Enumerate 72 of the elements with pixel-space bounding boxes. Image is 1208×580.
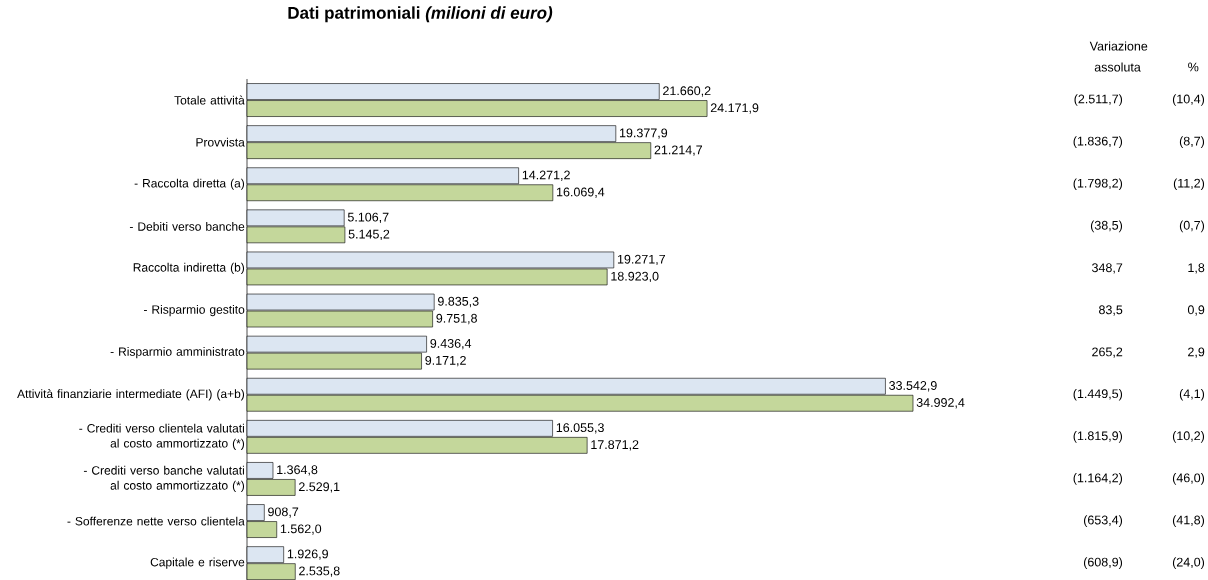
data-label: 17.871,2: [591, 440, 639, 451]
chart-title: Dati patrimoniali (milioni di euro): [288, 6, 553, 23]
text: (24,0): [1172, 557, 1205, 569]
text: (1.836,7): [1073, 136, 1123, 148]
text: (10,2): [1172, 431, 1205, 443]
text: (1.164,2): [1073, 473, 1123, 485]
y-tick-label: Attività finanziarie intermediate (AFI) (a+b): [17, 389, 245, 401]
text: (11,2): [1173, 178, 1205, 191]
data-label: 16.055,3: [556, 423, 604, 434]
data-label: 33.542,9: [889, 381, 937, 392]
y-tick-label: - Sofferenze nette verso clientela: [67, 516, 245, 526]
y-tick-label: Totale attività: [174, 95, 245, 105]
text: (1.798,2): [1073, 178, 1123, 191]
y-tick-label: Capitale e riserve: [150, 557, 245, 569]
text: 348,7: [1092, 263, 1123, 274]
bar: [246, 479, 296, 496]
text: (653,4): [1083, 515, 1123, 527]
data-label: 9.436,4: [430, 338, 472, 350]
text: %: [1188, 62, 1199, 72]
data-label: 9.751,8: [436, 313, 477, 325]
text: 2,9: [1188, 347, 1205, 358]
text: assoluta: [1094, 62, 1141, 72]
bar: [246, 437, 588, 454]
text: (10,4): [1172, 94, 1205, 106]
data-label: 21.660,2: [663, 86, 711, 97]
text: (8,7): [1179, 136, 1205, 148]
data-label: 18.923,0: [611, 271, 659, 283]
text: 0,9: [1187, 305, 1205, 316]
y-tick-label: - Raccolta diretta (a): [134, 178, 245, 190]
data-label: 14.271,2: [522, 170, 570, 181]
data-label: 1.364,8: [277, 465, 318, 476]
text: (38,5): [1090, 220, 1123, 233]
text: 83,5: [1099, 305, 1123, 316]
data-label: 1.926,9: [287, 549, 328, 560]
bar: [246, 100, 708, 117]
bar: [246, 226, 346, 244]
data-label: 5.106,7: [347, 212, 389, 223]
data-label: 19.271,7: [617, 254, 666, 266]
bar: [246, 563, 296, 580]
text: (46,0): [1172, 473, 1205, 485]
text: (1.815,9): [1073, 431, 1123, 443]
text: (0,7): [1179, 220, 1205, 233]
data-label: 21.214,7: [654, 145, 703, 156]
text: 265,2: [1092, 347, 1123, 358]
y-tick-label: - Risparmio gestito: [143, 304, 245, 317]
data-label: 2.529,1: [298, 482, 340, 493]
data-label: 2.535,8: [299, 566, 340, 577]
text: (2.511,7): [1074, 94, 1123, 106]
data-label: 5.145,2: [348, 229, 390, 240]
data-label: 24.171,9: [710, 103, 759, 114]
data-label: 1.562,0: [280, 524, 322, 535]
data-label: 19.377,9: [619, 128, 668, 139]
y-tick-label: Raccolta indiretta (b): [133, 262, 245, 275]
text: (608,9): [1083, 557, 1123, 569]
bar: [246, 142, 652, 159]
data-label: 9.835,3: [438, 296, 479, 308]
text: (4,1): [1179, 388, 1205, 401]
y-tick-label: - Risparmio amministrato: [110, 347, 245, 359]
text: (1.449,5): [1073, 388, 1123, 401]
y-tick-label: - Crediti verso banche valutati al costo ammortizzato (*): [83, 465, 245, 493]
y-tick-label: Provvista: [196, 137, 245, 147]
text: Variazione: [1089, 41, 1148, 51]
y-tick-label: - Crediti verso clientela valutati al costo ammortizzato (*): [79, 423, 245, 450]
data-label: 16.069,4: [557, 187, 605, 198]
data-label: 9.171,2: [425, 355, 466, 367]
bar: [246, 394, 914, 412]
bar: [246, 184, 554, 202]
text: (41,8): [1172, 515, 1205, 527]
data-label: 34.992,4: [916, 398, 965, 409]
data-label: 908,7: [268, 507, 299, 518]
y-tick-label: - Debiti verso banche: [129, 221, 245, 231]
text: 1,8: [1188, 263, 1205, 274]
